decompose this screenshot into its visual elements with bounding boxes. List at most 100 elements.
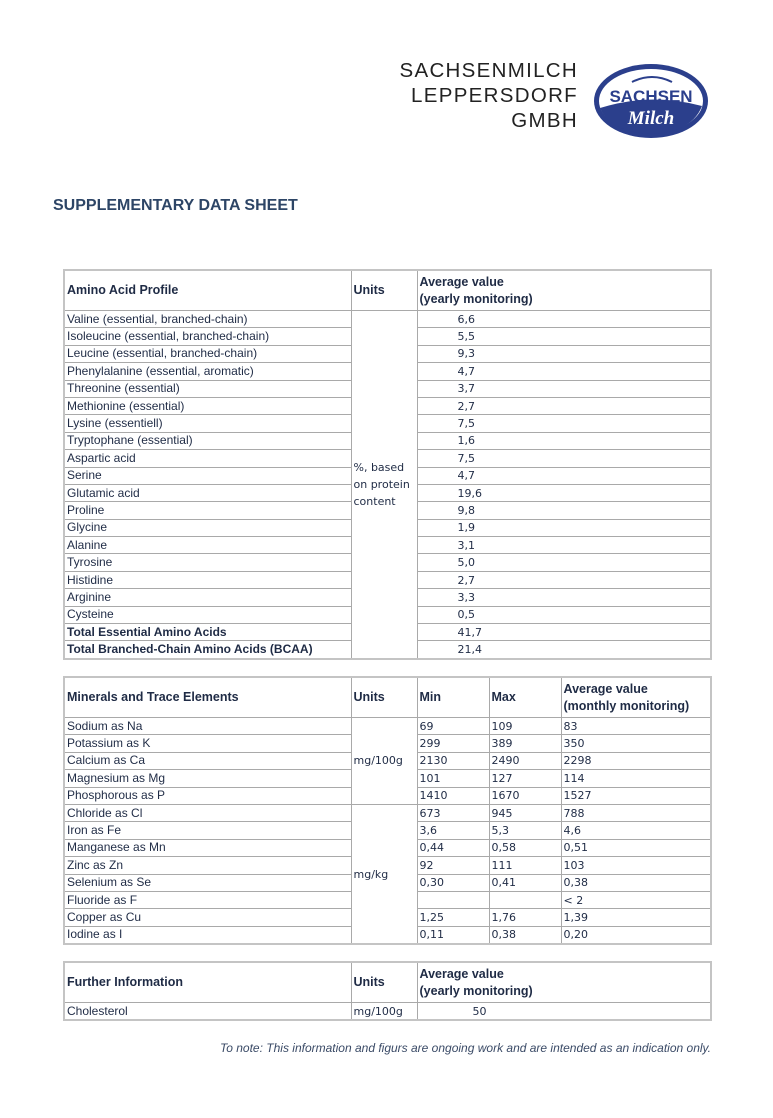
column-header: Average value (monthly monitoring) [560,676,712,718]
table-row: Lysine (essentiell) 7,5 [63,414,712,433]
table-row: Histidine 2,7 [63,570,712,590]
average-value: 2,7 [416,396,712,416]
average-value: < 2 [560,890,712,910]
average-value: 1527 [560,786,712,805]
average-value: 6,6 [416,309,712,329]
units-cell: %, based on protein content [350,309,418,660]
amino-acid-table: Amino Acid Profile Units Average value (ye… [63,269,712,660]
average-value: 0,20 [560,925,712,945]
header-row: Amino Acid Profile Units Average value (ye… [63,269,712,311]
element-name: Sodium as Na [63,716,352,736]
column-header: Max [488,676,562,718]
min-value: 1410 [416,786,490,805]
average-value: 50 [416,1002,712,1021]
units-cell: mg/kg [350,803,418,945]
svg-text:Milch: Milch [627,108,674,129]
average-value: 788 [560,803,712,823]
min-value: 69 [416,716,490,736]
amino-acid-name: Glycine [63,518,352,538]
min-value: 299 [416,734,490,753]
amino-acid-name: Cysteine [63,605,352,625]
min-value [416,890,490,910]
amino-acid-name: Methionine (essential) [63,396,352,416]
item-name: Cholesterol [63,1002,352,1021]
table-row: Methionine (essential) 2,7 [63,396,712,416]
amino-acid-name: Isoleucine (essential, branched-chain) [63,327,352,346]
average-value: 19,6 [416,483,712,503]
average-value: 83 [560,716,712,736]
element-name: Iron as Fe [63,821,352,840]
max-value: 5,3 [488,821,562,840]
table-row: Copper as Cu 1,25 1,76 1,39 [63,908,712,927]
average-value: 3,1 [416,536,712,555]
max-value: 0,38 [488,925,562,945]
company-line: SACHSENMILCH [399,59,578,82]
average-value: 7,5 [416,449,712,468]
column-header: Amino Acid Profile [63,269,352,311]
element-name: Magnesium as Mg [63,769,352,788]
average-value: 1,39 [560,908,712,927]
table-row: Isoleucine (essential, branched-chain) 5,… [63,327,712,346]
element-name: Iodine as I [63,925,352,945]
page-title: SUPPLEMENTARY DATA SHEET [53,197,298,214]
amino-acid-name: Proline [63,501,352,520]
table-row: Total Branched-Chain Amino Acids (BCAA) 2… [63,640,712,660]
column-header: Units [350,676,418,718]
average-value: 21,4 [416,640,712,660]
average-value: 0,38 [560,873,712,892]
average-value: 0,5 [416,605,712,625]
average-value: 103 [560,856,712,875]
average-value: 3,7 [416,379,712,398]
table-row: Alanine 3,1 [63,536,712,555]
min-value: 2130 [416,751,490,771]
amino-acid-name: Serine [63,466,352,485]
average-value: 1,9 [416,518,712,538]
amino-acid-name: Aspartic acid [63,449,352,468]
column-header: Min [416,676,490,718]
average-value: 41,7 [416,623,712,642]
column-header: Average value (yearly monitoring) [416,961,712,1003]
element-name: Chloride as Cl [63,803,352,823]
element-name: Calcium as Ca [63,751,352,771]
column-header: Units [350,269,418,311]
amino-acid-name: Lysine (essentiell) [63,414,352,433]
table-row: Arginine 3,3 [63,588,712,607]
average-value: 5,5 [416,327,712,346]
average-value: 1,6 [416,431,712,451]
amino-acid-name: Threonine (essential) [63,379,352,398]
amino-acid-name: Arginine [63,588,352,607]
average-value: 4,6 [560,821,712,840]
table-row: Cholesterol mg/100g 50 [63,1002,712,1021]
amino-acid-name: Tyrosine [63,553,352,572]
max-value: 111 [488,856,562,875]
table-row: Potassium as K 299 389 350 [63,734,712,753]
average-value: 2,7 [416,570,712,590]
amino-acid-name: Alanine [63,536,352,555]
min-value: 0,11 [416,925,490,945]
units-cell: mg/100g [350,717,418,805]
max-value: 127 [488,769,562,788]
column-header: Further Information [63,961,352,1003]
column-header: Units [350,961,418,1003]
max-value: 945 [488,803,562,823]
amino-acid-name: Total Branched-Chain Amino Acids (BCAA) [63,640,352,660]
min-value: 0,44 [416,838,490,858]
max-value: 109 [488,716,562,736]
average-value: 0,51 [560,838,712,858]
table-row: Aspartic acid 7,5 [63,449,712,468]
units-cell: mg/100g [350,1002,418,1021]
company-line: GMBH [511,109,578,132]
average-value: 9,8 [416,501,712,520]
max-value: 1670 [488,786,562,805]
min-value: 101 [416,769,490,788]
max-value: 1,76 [488,908,562,927]
max-value: 0,41 [488,873,562,892]
table-row: Total Essential Amino Acids 41,7 [63,623,712,642]
amino-acid-name: Valine (essential, branched-chain) [63,309,352,329]
column-header: Average value (yearly monitoring) [416,269,712,311]
table-row: Magnesium as Mg 101 127 114 [63,769,712,788]
average-value: 4,7 [416,466,712,485]
average-value: 9,3 [416,344,712,364]
table-row: Threonine (essential) 3,7 [63,379,712,398]
table-row: Tyrosine 5,0 [63,553,712,572]
